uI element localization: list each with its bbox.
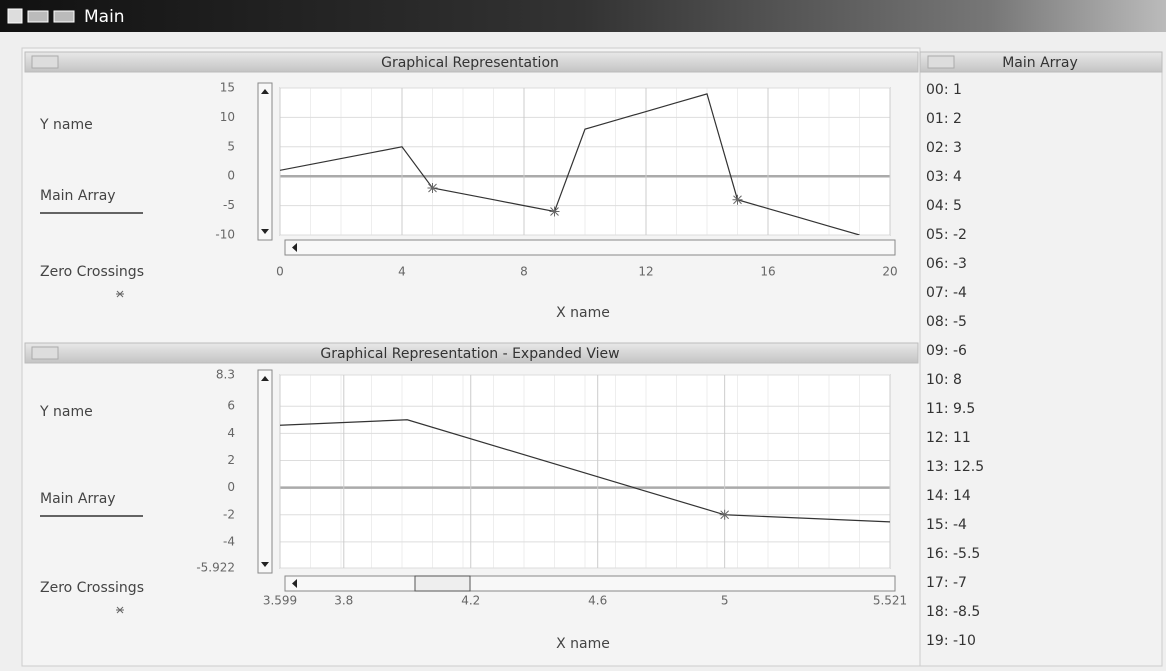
window: Main Main Array 00: 1 01: 2 02: 3 03: 4 04: … — [0, 0, 1166, 671]
collapse-button[interactable] — [32, 347, 58, 359]
array-item: 02: 3 — [926, 140, 962, 156]
y-tick-label: -5 — [223, 198, 235, 212]
page: Main Main Array 00: 1 01: 2 02: 3 03: 4 04: … — [0, 0, 1166, 671]
x-tick-label: 8 — [520, 265, 528, 279]
x-tick-label: 16 — [760, 265, 775, 279]
window-icon[interactable] — [54, 11, 74, 22]
x-tick-label: 3.8 — [334, 594, 353, 608]
array-item: 01: 2 — [926, 111, 962, 127]
x-tick-label: 0 — [276, 265, 284, 279]
x-tick-label: 4.6 — [588, 594, 607, 608]
scroll-thumb[interactable] — [415, 576, 470, 591]
array-item: 07: -4 — [926, 285, 967, 301]
collapse-button[interactable] — [32, 56, 58, 68]
chart-title: Graphical Representation - Expanded View — [320, 346, 619, 362]
array-item: 09: -6 — [926, 343, 967, 359]
zero-crossing-marker — [720, 510, 730, 520]
y-axis-label: Y name — [39, 117, 93, 133]
y-tick-label: 0 — [227, 169, 235, 183]
y-tick-label: 8.3 — [216, 368, 235, 382]
zero-crossing-marker — [550, 206, 560, 216]
chart-title: Graphical Representation — [381, 55, 559, 71]
y-tick-label: 6 — [227, 399, 235, 413]
zero-crossing-marker — [733, 195, 743, 205]
vertical-scrollbar[interactable] — [258, 370, 272, 573]
array-item: 04: 5 — [926, 198, 962, 214]
x-tick-label: 4.2 — [461, 594, 480, 608]
legend-label: Main Array — [40, 188, 116, 204]
array-item: 06: -3 — [926, 256, 967, 272]
legend-label: Main Array — [40, 491, 116, 507]
x-tick-label: 12 — [638, 265, 653, 279]
array-item: 13: 12.5 — [926, 459, 984, 475]
window-title: Main — [84, 7, 125, 27]
array-item: 03: 4 — [926, 169, 962, 185]
y-tick-label: 10 — [220, 110, 235, 124]
array-item: 12: 11 — [926, 430, 971, 446]
y-tick-label: 15 — [220, 81, 235, 95]
legend-label: Zero Crossings — [40, 264, 144, 280]
array-item: 17: -7 — [926, 575, 967, 591]
array-item: 18: -8.5 — [926, 604, 980, 620]
x-tick-label: 5.521 — [873, 594, 907, 608]
x-tick-label: 20 — [882, 265, 897, 279]
y-tick-label: 2 — [227, 453, 235, 467]
array-title: Main Array — [1002, 55, 1078, 71]
array-item: 10: 8 — [926, 372, 962, 388]
x-tick-label: 4 — [398, 265, 406, 279]
window-icon[interactable] — [8, 9, 22, 23]
horizontal-scrollbar[interactable] — [285, 576, 895, 591]
y-tick-label: -4 — [223, 534, 235, 548]
array-item: 00: 1 — [926, 82, 962, 98]
legend-label: Zero Crossings — [40, 580, 144, 596]
y-tick-label: 4 — [227, 426, 235, 440]
array-item: 16: -5.5 — [926, 546, 980, 562]
y-tick-label: 5 — [227, 139, 235, 153]
y-tick-label: -10 — [215, 228, 235, 242]
x-axis-label: X name — [556, 636, 610, 652]
horizontal-scrollbar[interactable] — [285, 240, 895, 255]
title-bar — [0, 0, 1166, 32]
y-tick-label: 0 — [227, 480, 235, 494]
vertical-scrollbar[interactable] — [258, 83, 272, 240]
array-item: 19: -10 — [926, 633, 976, 649]
window-icon[interactable] — [28, 11, 48, 22]
x-tick-label: 3.599 — [263, 594, 297, 608]
array-item: 15: -4 — [926, 517, 967, 533]
y-tick-label: -5.922 — [196, 561, 235, 575]
x-axis-label: X name — [556, 305, 610, 321]
y-axis-label: Y name — [39, 404, 93, 420]
array-item: 11: 9.5 — [926, 401, 975, 417]
y-tick-label: -2 — [223, 507, 235, 521]
array-item: 14: 14 — [926, 488, 971, 504]
zero-crossing-marker — [428, 183, 438, 193]
x-tick-label: 5 — [721, 594, 729, 608]
array-item: 08: -5 — [926, 314, 967, 330]
array-item: 05: -2 — [926, 227, 967, 243]
collapse-button[interactable] — [928, 56, 954, 68]
